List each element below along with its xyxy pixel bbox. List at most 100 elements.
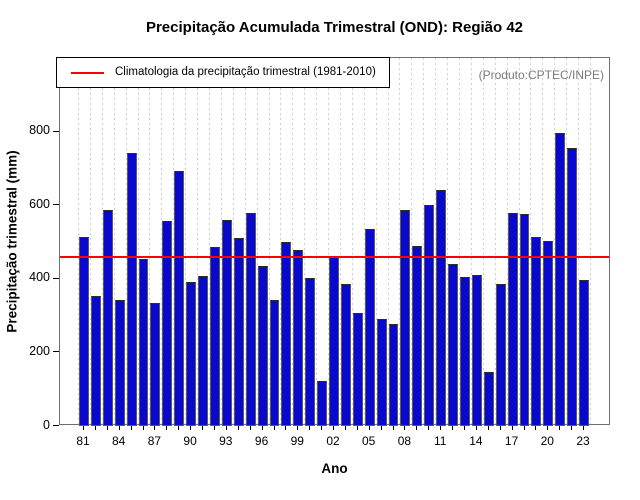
y-tick-mark (53, 130, 59, 132)
x-tick-mark (583, 426, 584, 430)
chart-title: Precipitação Acumulada Trimestral (OND):… (145, 19, 524, 36)
x-tick-mark (368, 426, 370, 430)
gridline (447, 58, 449, 424)
gridline (339, 58, 341, 424)
x-tick-mark (261, 426, 263, 430)
x-tick-mark (475, 426, 477, 430)
x-tick-mark (237, 426, 239, 430)
gridline (399, 58, 401, 424)
gridline (268, 58, 270, 424)
gridline (435, 58, 437, 424)
bar-1988 (162, 221, 173, 426)
bar-2020 (543, 240, 554, 426)
x-tick-mark (499, 426, 501, 430)
x-tick-mark (154, 426, 156, 430)
gridline (89, 58, 91, 424)
bar-1985 (126, 152, 137, 426)
x-tick-mark (344, 426, 346, 430)
legend-red-line-swatch (71, 72, 104, 74)
x-tick-mark (202, 426, 203, 430)
bar-1993 (221, 219, 232, 426)
gridline (494, 58, 496, 424)
bar-2017 (507, 213, 518, 426)
x-tick-mark (142, 426, 144, 430)
bar-1990 (186, 282, 197, 426)
x-tick-mark (321, 426, 323, 430)
x-tick-mark (392, 426, 394, 430)
bar-1994 (233, 237, 244, 426)
gridline (411, 58, 413, 424)
x-tick-mark (440, 426, 442, 430)
x-tick-mark (380, 426, 382, 430)
gridline (149, 58, 151, 424)
gridline (518, 58, 520, 424)
x-tick-mark (309, 426, 311, 430)
x-tick-label: 14 (469, 434, 483, 448)
bar-1999 (293, 250, 304, 426)
x-tick-mark (404, 426, 406, 430)
y-tick-label: 0 (43, 417, 50, 432)
y-tick-mark (53, 204, 59, 206)
x-tick-mark (428, 426, 430, 430)
bar-2006 (376, 319, 387, 426)
legend-box: Climatologia da precipitação trimestral … (56, 57, 390, 88)
gridline (506, 58, 508, 424)
bar-1996 (257, 266, 268, 426)
x-tick-mark (83, 426, 84, 430)
gridline (101, 58, 103, 424)
bar-1992 (209, 247, 220, 426)
x-tick-label: 08 (397, 434, 412, 448)
bar-2004 (352, 313, 363, 426)
gridline (256, 58, 258, 424)
bar-2007 (388, 323, 399, 426)
x-tick-mark (130, 426, 132, 430)
x-tick-label: 02 (326, 434, 340, 448)
gridline (590, 58, 591, 424)
bar-1984 (114, 300, 125, 426)
x-tick-mark (273, 426, 275, 430)
gridline (113, 58, 115, 424)
gridline (292, 58, 294, 424)
bar-2014 (471, 275, 482, 426)
gridline (220, 58, 222, 424)
x-tick-label: 05 (362, 434, 376, 448)
x-tick-label: 84 (112, 434, 126, 448)
climatology-line (60, 256, 609, 259)
bar-2011 (436, 190, 447, 426)
y-tick-label: 600 (29, 196, 50, 211)
bar-2005 (364, 228, 375, 426)
y-tick-label: 200 (29, 343, 50, 358)
y-tick-label: 400 (29, 270, 50, 285)
gridline (375, 58, 377, 424)
x-tick-label: 93 (219, 434, 233, 448)
gridline (173, 58, 175, 424)
gridline (351, 58, 353, 424)
x-tick-label: 23 (576, 434, 590, 448)
x-tick-mark (106, 426, 108, 430)
gridline (387, 58, 389, 424)
bar-2023 (579, 279, 589, 426)
bar-2012 (448, 264, 459, 426)
bar-1991 (198, 275, 208, 426)
x-tick-mark (213, 426, 215, 430)
bar-2015 (483, 371, 494, 426)
x-tick-label: 11 (433, 434, 447, 448)
gridline (530, 58, 532, 424)
x-tick-label: 90 (183, 434, 197, 448)
bar-1981 (79, 237, 89, 426)
x-tick-mark (297, 426, 299, 430)
bar-2010 (424, 204, 435, 426)
x-tick-label: 20 (540, 434, 554, 448)
x-tick-mark (571, 426, 573, 430)
x-tick-mark (333, 426, 334, 430)
gridline (482, 58, 484, 424)
gridline (566, 58, 568, 424)
x-tick-mark (464, 426, 465, 430)
bar-2021 (555, 133, 566, 426)
x-tick-mark (416, 426, 418, 430)
bar-1987 (150, 302, 161, 426)
bar-1989 (174, 171, 185, 426)
x-tick-mark (249, 426, 251, 430)
bar-1983 (102, 210, 113, 426)
gridline (244, 58, 246, 424)
